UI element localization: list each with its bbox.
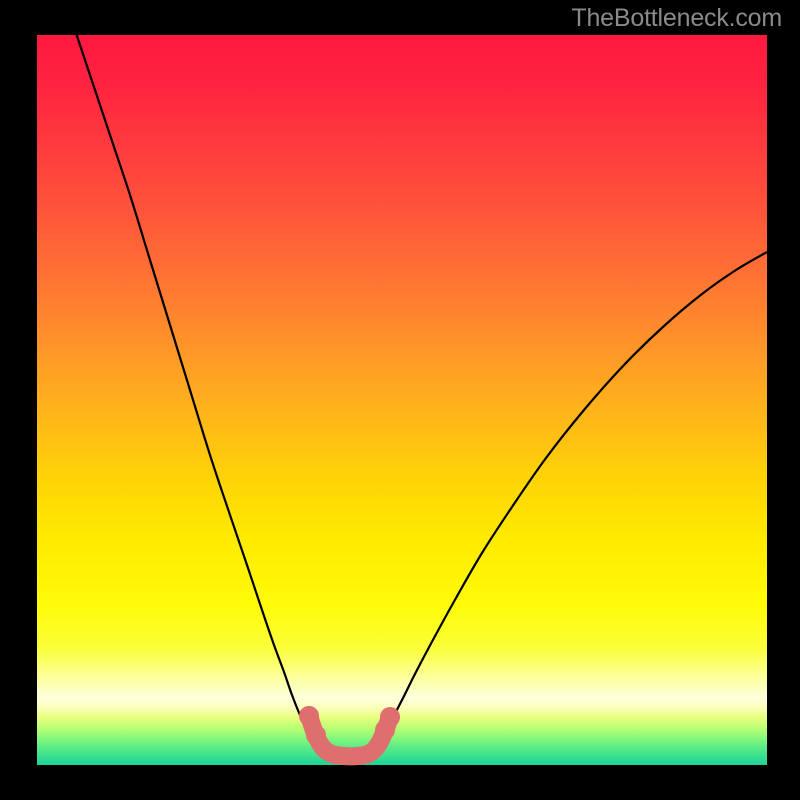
chart-svg: [0, 0, 800, 800]
watermark-label: TheBottleneck.com: [571, 4, 782, 33]
chart-canvas: TheBottleneck.com: [0, 0, 800, 800]
plot-background: [37, 35, 767, 765]
